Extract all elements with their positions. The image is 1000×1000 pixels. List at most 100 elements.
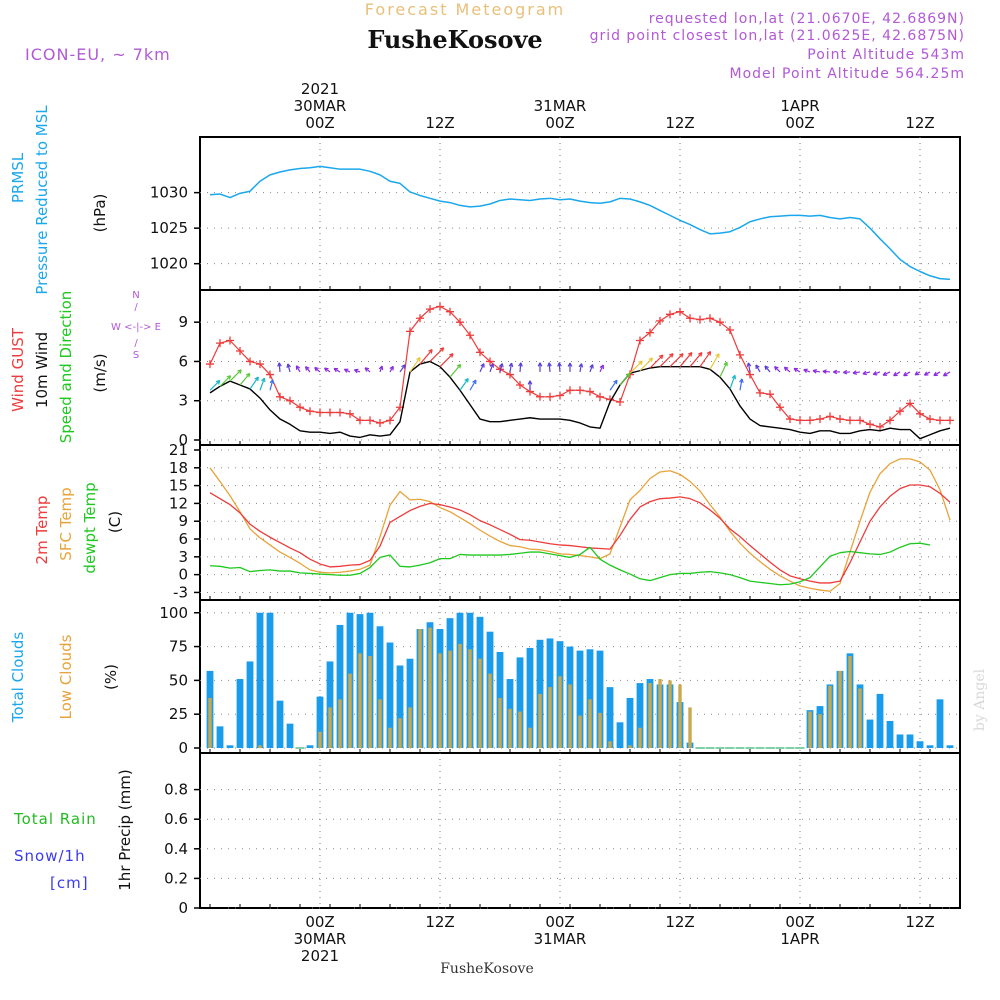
wind-arrow-head — [286, 363, 291, 368]
time-label-bottom: 12Z — [665, 913, 694, 931]
total-clouds-bar — [576, 650, 584, 748]
low-clouds-bar — [638, 727, 642, 748]
low-clouds-bar — [508, 708, 512, 748]
wind-arrow — [509, 362, 513, 373]
low-clouds-bar — [328, 707, 332, 748]
total-clouds-bar — [386, 642, 394, 748]
total-clouds-bar — [866, 719, 874, 748]
location-title: FusheKosove — [367, 25, 542, 54]
wind-arrow-head — [343, 368, 349, 373]
wind-arrow-head — [715, 353, 720, 358]
wind-arrow-head — [658, 354, 664, 360]
time-label-top: 31MAR — [534, 97, 587, 115]
wind-direction-arrows — [209, 347, 951, 391]
time-label-bottom: 00Z — [305, 913, 334, 931]
low-clouds-label: Low Clouds — [57, 634, 75, 719]
wind-panel-labels: Wind GUST 10m Wind Speed and Direction (… — [9, 290, 161, 443]
gust-marker — [316, 408, 324, 417]
y-tick-label: 0 — [178, 566, 188, 584]
y-tick-label: 3 — [178, 392, 188, 410]
gust-marker — [556, 391, 564, 400]
total-clouds-label: Total Clouds — [9, 632, 27, 724]
precip-panel-labels: Total Rain Snow/1h [cm] 1hr Precip (mm) — [13, 769, 134, 892]
wind-arrow-head — [304, 366, 310, 371]
wind-arrow — [287, 363, 291, 373]
total-clouds-bar — [236, 679, 244, 748]
total-clouds-bar — [876, 693, 884, 748]
wind-arrow-head — [480, 363, 485, 368]
total-clouds-bar — [396, 665, 404, 748]
y-tick-label: 0.4 — [164, 840, 188, 858]
wind-arrow-head — [739, 378, 744, 383]
low-clouds-bar — [568, 684, 572, 748]
low-clouds-bar — [828, 685, 832, 748]
wind-arrow — [229, 369, 242, 382]
wind-arrow-head — [578, 363, 584, 368]
wind-arrow-head — [464, 378, 469, 383]
gust-marker — [786, 415, 794, 424]
low-clouds-bar — [838, 670, 842, 748]
gust-marker — [416, 314, 424, 323]
gust-marker — [486, 357, 494, 366]
wind-10m-label: 10m Wind — [33, 332, 51, 408]
wind-arrow-head — [822, 369, 827, 374]
total-clouds-bar — [256, 612, 264, 748]
wind-arrow — [499, 363, 503, 373]
temp-sfc-label: SFC Temp — [57, 487, 75, 560]
low-clouds-bar — [608, 741, 612, 748]
total-clouds-bar — [906, 734, 914, 748]
time-label-top: 00Z — [785, 114, 814, 132]
wind-arrow-head — [472, 379, 477, 385]
gust-marker — [306, 407, 314, 416]
model-name: ICON-EU, ~ 7km — [25, 45, 171, 64]
wind-arrow-head — [226, 375, 232, 380]
gust-marker — [726, 326, 734, 335]
low-clouds-bar — [388, 727, 392, 748]
wind-arrow-head — [449, 353, 454, 358]
gust-marker — [386, 416, 394, 425]
low-clouds-bar — [818, 714, 822, 748]
temperature-sfc-temp-line — [209, 458, 951, 592]
wind-arrow-head — [862, 370, 867, 376]
wind-arrow-head — [599, 364, 604, 370]
y-tick-label: 1020 — [150, 255, 188, 273]
requested-point: requested lon,lat (21.0670E, 42.6869N) — [649, 11, 965, 27]
gust-marker — [666, 310, 674, 319]
gust-marker — [866, 420, 874, 429]
gust-marker — [806, 416, 814, 425]
wind-gust-label: Wind GUST — [9, 327, 27, 412]
gust-marker — [276, 392, 284, 401]
pressure-panel-labels: PRMSL Pressure Reduced to MSL (hPa) — [9, 105, 109, 295]
wind-arrow-head — [872, 371, 878, 376]
total-clouds-bar — [616, 722, 624, 748]
low-clouds-bar — [368, 656, 372, 748]
low-clouds-bar — [358, 653, 362, 748]
wind-arrow — [489, 363, 494, 373]
time-label-bottom: 00Z — [545, 913, 574, 931]
compass-rose-icon: N / W <-|-> E / S — [111, 290, 161, 361]
wind-arrow-head — [589, 364, 594, 369]
time-label-top: 30MAR — [294, 97, 347, 115]
total-clouds-bar — [216, 726, 224, 748]
wind-arrow — [278, 362, 281, 372]
low-clouds-bar — [468, 649, 472, 748]
low-clouds-bar — [338, 699, 342, 748]
gust-marker — [356, 416, 364, 425]
gust-marker — [516, 381, 524, 390]
wind-arrow-head — [456, 363, 462, 369]
chart-title-top: Forecast Meteogram — [365, 0, 565, 19]
time-label-bottom: 12Z — [425, 913, 454, 931]
wind-arrow-head — [518, 362, 523, 367]
low-clouds-bar — [498, 697, 502, 748]
wind-arrow-head — [833, 369, 838, 375]
y-tick-label: 12 — [169, 494, 188, 512]
wind-arrow-head — [793, 367, 799, 373]
gust-marker — [216, 339, 224, 348]
y-tick-label: 1030 — [150, 184, 188, 202]
gust-marker — [536, 392, 544, 401]
gust-marker — [796, 416, 804, 425]
low-clouds-bar — [408, 707, 412, 748]
gust-marker — [916, 409, 924, 418]
time-label-top: 12Z — [665, 114, 694, 132]
wind-arrow-head — [723, 361, 728, 367]
